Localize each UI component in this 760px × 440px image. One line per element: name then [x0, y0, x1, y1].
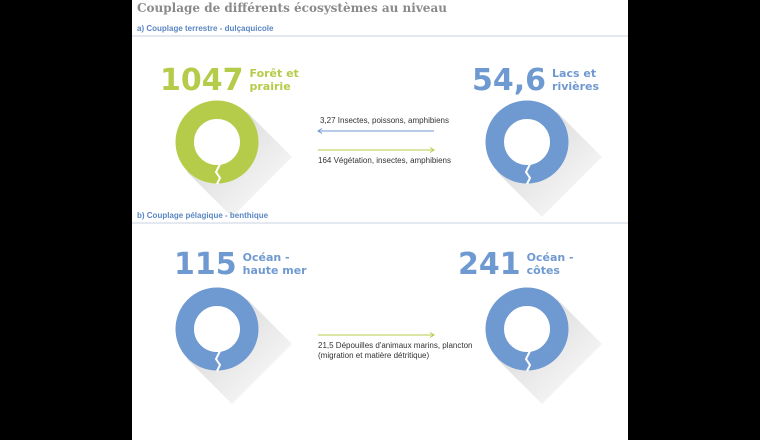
node-label: haute mer	[243, 264, 308, 277]
donut-inner	[194, 306, 240, 352]
notch	[524, 350, 532, 372]
node-label: côtes	[527, 264, 561, 277]
donut-inner	[504, 119, 550, 165]
node-label: prairie	[250, 80, 291, 93]
node-label: Forêt et	[250, 67, 299, 80]
notch	[214, 350, 222, 372]
node-label: rivières	[552, 80, 599, 93]
node-value: 115	[174, 247, 237, 282]
section-heading: a) Couplage terrestre - dulçaquicole	[137, 24, 274, 33]
flow-label: 3,27 Insectes, poissons, amphibiens	[320, 116, 449, 125]
title: Couplage de différents écosystèmes au ni…	[137, 1, 447, 15]
node-label: Lacs et	[552, 67, 596, 80]
donut-inner	[194, 119, 240, 165]
flow-label: (migration et matière détritique)	[318, 351, 429, 360]
node-value: 241	[458, 247, 521, 282]
content: a) Couplage terrestre - dulçaquicole 1047…	[132, 24, 628, 404]
node-label: Océan -	[243, 251, 290, 264]
arrow-head	[317, 128, 323, 134]
arrow-head	[429, 147, 435, 153]
notch	[524, 163, 532, 185]
notch	[214, 163, 222, 185]
arrow-head	[429, 332, 435, 338]
flow-label: 21,5 Dépouilles d'animaux marins, planct…	[318, 341, 473, 350]
node-value: 54,6	[472, 63, 546, 98]
flow-label: 164 Végétation, insectes, amphibiens	[318, 156, 451, 165]
donut-inner	[504, 306, 550, 352]
node-label: Océan -	[527, 251, 574, 264]
node-value: 1047	[160, 63, 244, 98]
section-heading: b) Couplage pélagique - benthique	[137, 211, 269, 220]
